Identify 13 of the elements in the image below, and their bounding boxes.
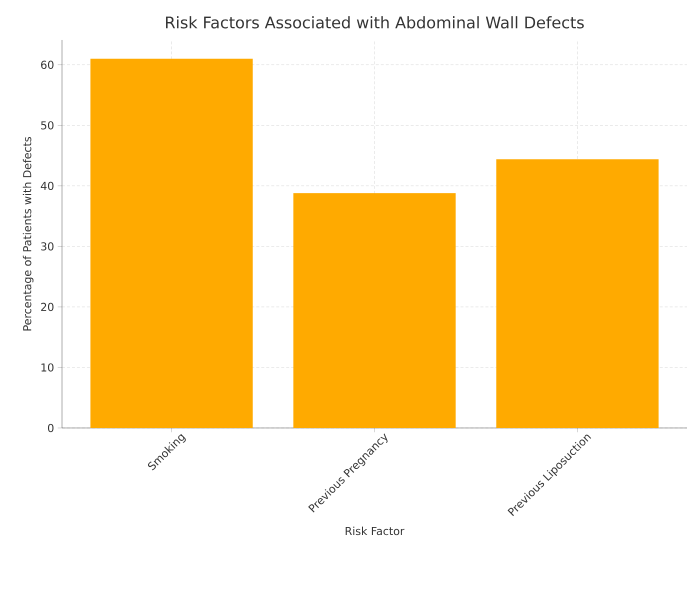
bar <box>496 159 659 428</box>
y-tick-label: 60 <box>41 60 54 69</box>
y-tick-label: 10 <box>41 363 54 372</box>
chart-title: Risk Factors Associated with Abdominal Wall Defects <box>166 16 584 28</box>
bar <box>90 58 253 428</box>
y-tick-label: 0 <box>48 424 54 432</box>
y-tick-label: 40 <box>40 182 54 190</box>
bar <box>293 193 456 428</box>
y-axis-title: Percentage of Patients with Defects <box>22 136 34 330</box>
y-tick-label: 50 <box>41 121 54 130</box>
y-tick-label: 20 <box>41 302 54 312</box>
y-tick-label: 30 <box>41 242 54 251</box>
x-axis-title: Risk Factor <box>346 526 404 536</box>
